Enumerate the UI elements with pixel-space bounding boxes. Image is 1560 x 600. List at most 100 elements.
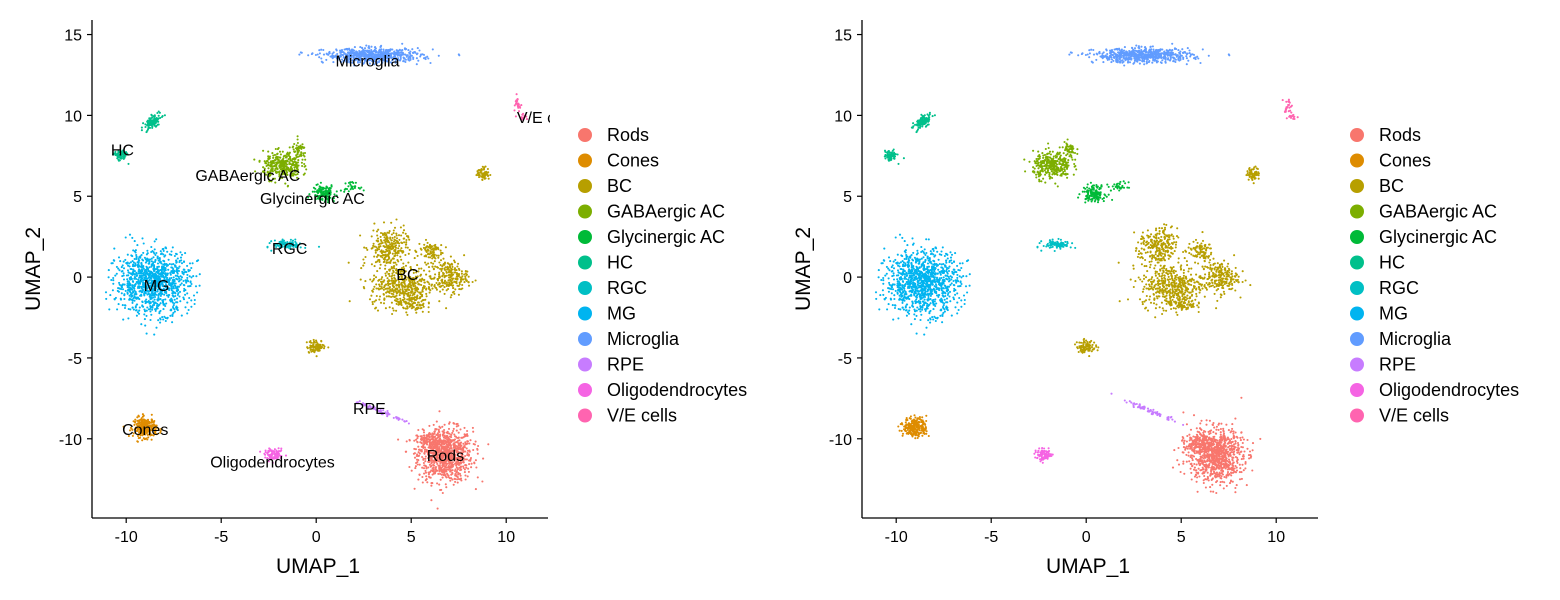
data-point (379, 45, 382, 49)
data-point (435, 420, 438, 423)
data-point (190, 266, 193, 270)
data-point (451, 431, 454, 434)
data-point (390, 301, 393, 304)
data-point (116, 308, 119, 311)
data-point (429, 441, 432, 444)
data-point (184, 306, 187, 309)
data-point (389, 236, 392, 239)
data-point (439, 249, 442, 252)
data-point (432, 459, 435, 462)
data-point (416, 297, 419, 300)
data-point (273, 165, 276, 168)
data-point (347, 261, 350, 264)
data-point (412, 269, 415, 272)
data-point (391, 247, 394, 250)
data-point (424, 465, 427, 468)
data-point (417, 301, 420, 304)
data-point (133, 275, 136, 279)
data-point (398, 244, 401, 248)
data-point (473, 462, 476, 465)
data-point (427, 475, 431, 478)
data-point (307, 54, 310, 57)
data-point (404, 253, 407, 257)
data-point (123, 306, 127, 310)
data-point (264, 162, 267, 165)
data-point (168, 262, 171, 266)
data-point (470, 462, 473, 465)
data-point (148, 266, 151, 269)
data-point (446, 262, 449, 265)
data-point (392, 229, 395, 232)
data-point (420, 441, 423, 444)
data-point (421, 310, 424, 313)
data-point (438, 282, 441, 285)
data-point (176, 257, 179, 260)
data-point (383, 279, 386, 282)
data-point (133, 240, 136, 243)
data-point (438, 300, 441, 303)
data-point (351, 186, 354, 189)
data-point (393, 238, 396, 241)
data-point (445, 274, 448, 277)
points-layer (104, 42, 529, 510)
data-point (152, 269, 155, 272)
data-point (421, 455, 424, 459)
data-point (417, 445, 420, 448)
data-point (413, 452, 416, 455)
data-point (415, 57, 418, 60)
data-point (387, 255, 390, 258)
data-point (278, 156, 281, 159)
data-point (443, 458, 446, 462)
data-point (433, 432, 436, 435)
data-point (175, 253, 178, 256)
cluster-cones-points (122, 413, 163, 443)
data-point (406, 313, 409, 316)
data-point (373, 300, 376, 303)
data-point (115, 265, 118, 268)
data-point (389, 282, 392, 285)
data-point (460, 436, 463, 439)
data-point (429, 250, 432, 253)
data-point (149, 318, 152, 322)
data-point (388, 48, 391, 51)
data-point (379, 280, 383, 283)
data-point (482, 168, 485, 171)
data-point (452, 277, 455, 280)
data-point (392, 257, 395, 260)
data-point (288, 151, 291, 154)
data-point (138, 306, 141, 309)
data-point (176, 309, 179, 312)
data-point (437, 447, 440, 450)
data-point (129, 291, 132, 294)
data-point (157, 117, 160, 120)
data-point (192, 275, 195, 278)
data-point (460, 479, 463, 482)
data-point (381, 276, 384, 279)
data-point (377, 258, 380, 262)
data-point (386, 277, 389, 280)
data-point (137, 312, 141, 315)
data-point (121, 288, 125, 291)
data-point (131, 288, 134, 291)
data-point (127, 162, 130, 165)
data-point (176, 290, 179, 293)
data-point (153, 266, 156, 269)
data-point (193, 302, 196, 306)
data-point (388, 257, 391, 260)
data-point (406, 305, 409, 308)
data-point (139, 272, 142, 275)
data-point (437, 442, 441, 445)
data-point (157, 428, 160, 431)
data-point (153, 333, 156, 336)
data-point (284, 156, 287, 159)
data-point (394, 248, 397, 251)
data-point (192, 294, 196, 297)
data-point (117, 256, 121, 259)
data-point (282, 155, 285, 158)
data-point (459, 469, 462, 472)
data-point (414, 289, 417, 292)
data-point (463, 433, 466, 436)
data-point (274, 159, 277, 162)
data-point (131, 294, 134, 297)
data-point (128, 233, 132, 236)
